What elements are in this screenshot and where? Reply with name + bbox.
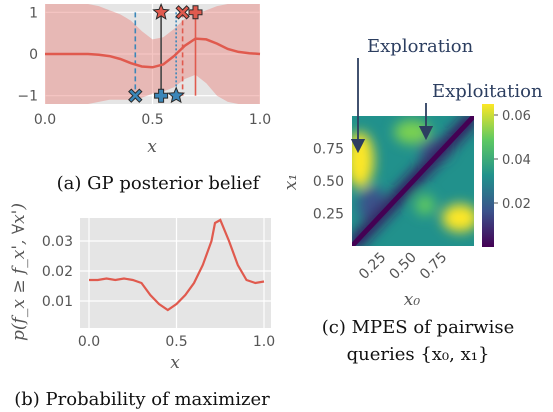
y-tick-label: 1 — [29, 5, 38, 21]
y-tick-label: 0.50 — [313, 174, 344, 190]
colorbar-ticks: 0.06 0.04 0.02 — [494, 109, 531, 212]
probability-line — [89, 218, 265, 312]
panel-c-ylabel: x₁ — [281, 174, 301, 190]
query-marker-x — [175, 5, 190, 20]
posterior-mean-line — [45, 37, 261, 69]
panel-b-xticks: 0.0 0.5 1.0 — [78, 334, 275, 350]
x-tick-label: 1.0 — [253, 334, 275, 350]
query-marker-plus — [154, 88, 169, 103]
y-tick-label: 0.02 — [42, 264, 73, 280]
x-tick-label: 1.0 — [249, 112, 271, 128]
y-tick-label: 0.03 — [42, 234, 73, 250]
annotation-exploitation: Exploitation — [432, 81, 543, 102]
panel-b-xlabel: x — [170, 353, 180, 373]
query-marker-plus — [188, 5, 203, 20]
panel-c-xlabel: x₀ — [404, 290, 421, 310]
panel-a-caption: (a) GP posterior belief — [57, 173, 261, 194]
annotation-exploration: Exploration — [367, 36, 474, 57]
x-tick-label: 0.25 — [356, 250, 389, 283]
colorbar-tick-label: 0.06 — [502, 109, 531, 124]
colorbar-tick-label: 0.04 — [502, 153, 531, 168]
panel-b-yticks: 0.03 0.02 0.01 — [42, 234, 73, 310]
panel-a-gp-posterior: 1 0 −1 0.0 0.5 1.0 x (a) GP posterior belief — [17, 2, 271, 194]
panel-a-xticks: 0.0 0.5 1.0 — [34, 112, 271, 128]
panel-b-caption: (b) Probability of maximizer — [14, 389, 270, 410]
panel-c-xticks: 0.250.500.75 — [356, 250, 450, 283]
y-tick-label: 0.01 — [42, 294, 73, 310]
confidence-band — [45, 4, 260, 104]
panel-c-heatmap: 0.060.040.02 0.750.500.25 0.250.500.75 x… — [281, 36, 543, 365]
panel-b-grid — [80, 218, 271, 328]
y-tick-label: 0.25 — [313, 207, 344, 223]
x-tick-label: 0.75 — [417, 250, 450, 283]
query-markers — [128, 2, 203, 104]
y-tick-label: −1 — [17, 89, 38, 105]
panel-b-background — [80, 218, 271, 328]
panel-b-probability: 0.03 0.02 0.01 0.0 0.5 1.0 x p(f_x ≥ f_x', ∀… — [9, 203, 275, 410]
colorbar — [482, 104, 494, 247]
panel-c-yticks: 0.75 0.50 0.25 — [313, 142, 344, 223]
query-marker-star — [152, 2, 170, 20]
panel-a-yticks: 1 0 −1 — [17, 5, 38, 104]
y-tick-label: 0 — [29, 47, 38, 63]
heatmap-image — [352, 116, 474, 246]
query-marker-x — [128, 88, 143, 103]
x-tick-label: 0.0 — [34, 112, 56, 128]
panel-c-caption-line2: queries {x₀, x₁} — [347, 344, 490, 365]
panel-a-xlabel: x — [147, 137, 157, 157]
y-tick-label: 0.75 — [313, 142, 344, 158]
query-marker-star — [167, 86, 186, 104]
x-tick-label: 0.50 — [386, 250, 419, 283]
x-tick-label: 0.5 — [141, 112, 163, 128]
colorbar-tick-label: 0.02 — [502, 197, 531, 212]
x-tick-label: 0.5 — [165, 334, 187, 350]
panel-c-caption-line1: (c) MPES of pairwise — [322, 317, 514, 338]
panel-b-ylabel: p(f_x ≥ f_x', ∀x') — [9, 203, 29, 341]
x-tick-label: 0.0 — [78, 334, 100, 350]
